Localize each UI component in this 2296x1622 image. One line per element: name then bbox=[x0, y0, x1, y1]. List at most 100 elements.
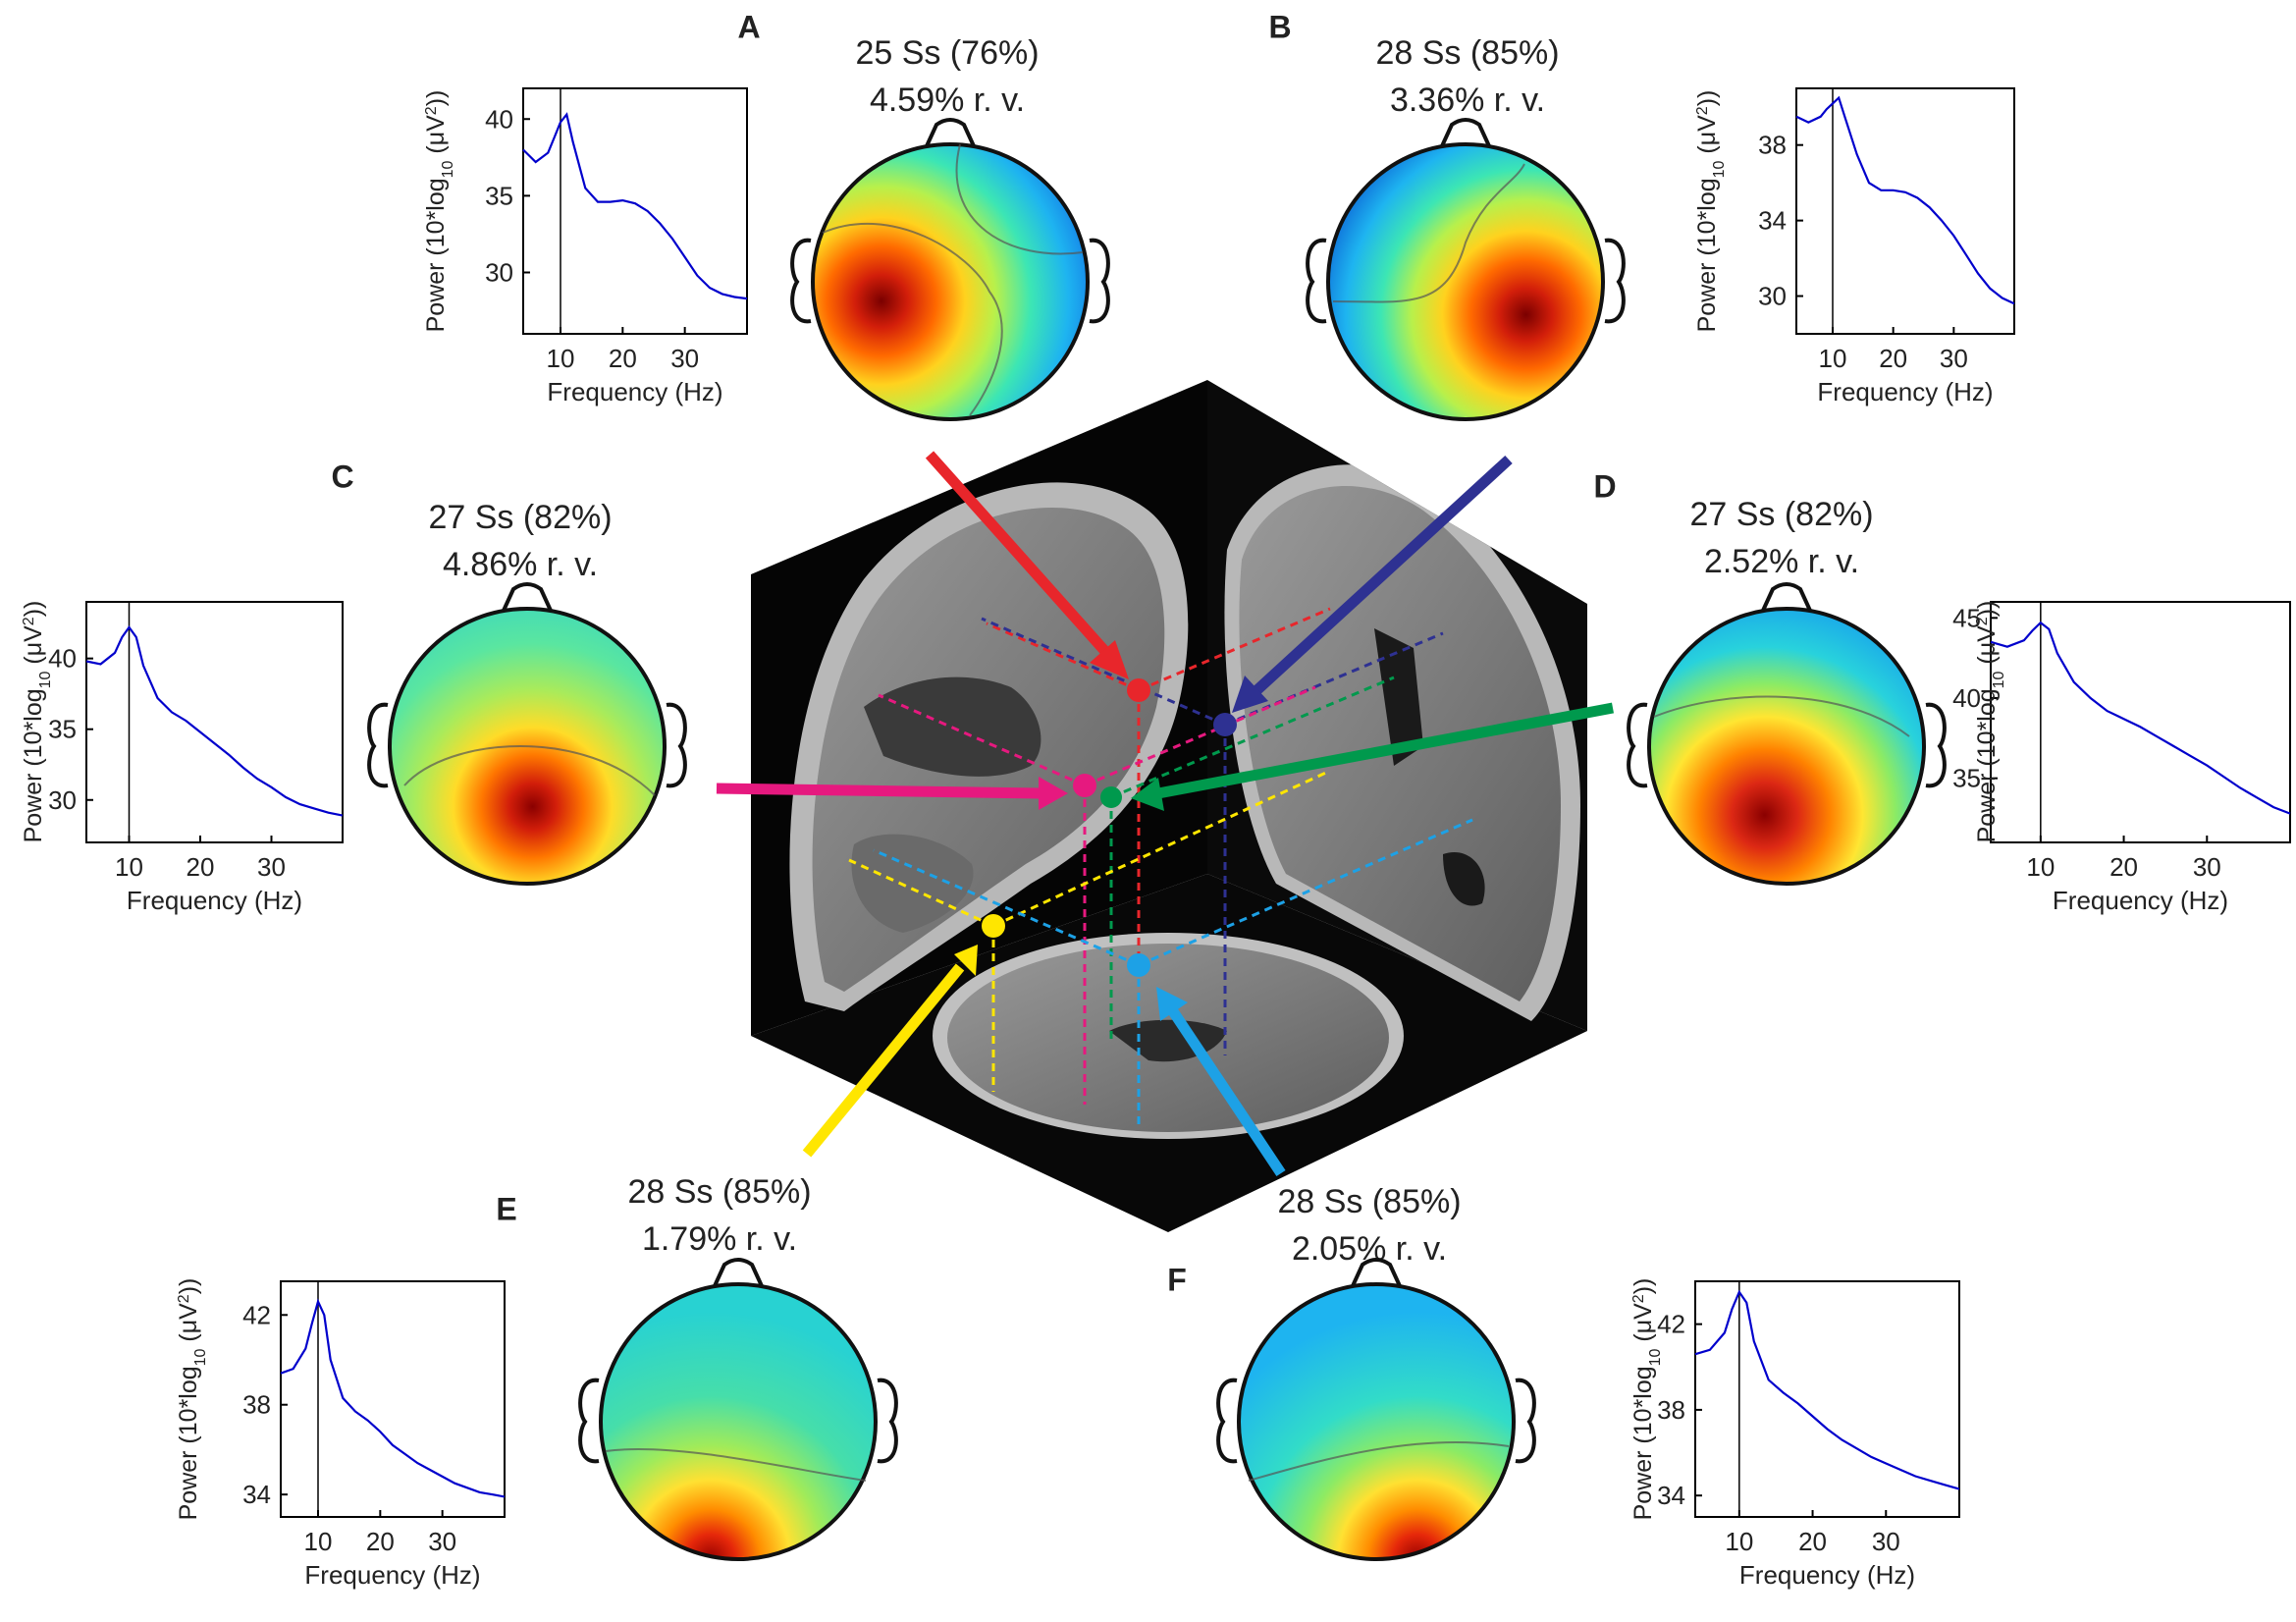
arrow-d bbox=[1131, 702, 1615, 811]
plot-frame bbox=[522, 87, 748, 335]
source-dot-b bbox=[1213, 713, 1237, 736]
y-axis-label-part: (μV bbox=[422, 115, 450, 161]
y-tick-label: 38 bbox=[1657, 1395, 1685, 1425]
arrow-a bbox=[925, 451, 1129, 679]
contour-line bbox=[1653, 695, 1910, 737]
y-tick-label: 45 bbox=[1952, 603, 1981, 632]
y-axis-label-part: 2 bbox=[1630, 1294, 1647, 1303]
head-map bbox=[811, 142, 1090, 421]
component-residual-variance: 4.86% r. v. bbox=[443, 546, 598, 583]
y-tick-label: 40 bbox=[48, 644, 77, 674]
source-dots bbox=[982, 678, 1237, 977]
x-tick-label: 20 bbox=[1879, 344, 1907, 373]
y-tick-label: 30 bbox=[48, 785, 77, 815]
x-tick-label: 10 bbox=[547, 344, 575, 373]
y-tick-label: 35 bbox=[48, 715, 77, 744]
scalp-topomap bbox=[367, 582, 687, 886]
arrow-e bbox=[802, 945, 978, 1158]
left-ear-outline bbox=[790, 238, 812, 324]
head-map bbox=[1237, 1282, 1516, 1561]
left-ear-outline bbox=[1627, 702, 1648, 788]
panel-letter: B bbox=[1268, 9, 1291, 44]
y-axis-label-part: )) bbox=[175, 1278, 202, 1295]
y-axis-label-part: 10 bbox=[1711, 160, 1728, 178]
x-tick-label: 30 bbox=[2193, 852, 2221, 882]
x-tick-label: 10 bbox=[1725, 1527, 1753, 1556]
y-axis-label-part: (μV bbox=[1693, 115, 1721, 161]
right-ear-outline bbox=[877, 1378, 898, 1464]
x-tick-label: 20 bbox=[2109, 852, 2138, 882]
y-axis-label-part: Power (10*log bbox=[1629, 1366, 1657, 1520]
right-ear-outline bbox=[1515, 1378, 1536, 1464]
x-axis-label: Frequency (Hz) bbox=[1739, 1560, 1915, 1590]
y-tick-label: 42 bbox=[242, 1300, 271, 1329]
y-axis-label-part: 2 bbox=[1974, 617, 1991, 625]
panel-a: A 25 Ss (76%) 4.59% r. v. 10 20 30 40 35 30 Frequ… bbox=[422, 9, 1110, 421]
scalp-topomap bbox=[790, 118, 1110, 421]
scalp-topomap bbox=[1216, 1258, 1536, 1561]
y-axis-label-part: )) bbox=[422, 90, 450, 107]
y-tick-label: 42 bbox=[1657, 1310, 1685, 1339]
spectrum-trace bbox=[280, 1298, 506, 1498]
x-tick-label: 20 bbox=[1798, 1527, 1827, 1556]
x-tick-label: 30 bbox=[428, 1527, 456, 1556]
y-tick-label: 38 bbox=[242, 1390, 271, 1420]
y-axis-label-part: 10 bbox=[192, 1348, 209, 1366]
panel-letter: A bbox=[737, 9, 760, 44]
spectrum-trace bbox=[85, 625, 344, 817]
panel-letter: F bbox=[1167, 1262, 1187, 1297]
right-ear-outline bbox=[666, 702, 687, 788]
x-tick-label: 10 bbox=[1819, 344, 1847, 373]
contour-line bbox=[403, 745, 656, 796]
y-axis-label-part: Power (10*log bbox=[1973, 688, 2001, 842]
x-tick-label: 10 bbox=[304, 1527, 333, 1556]
plot-frame bbox=[1795, 87, 2015, 335]
source-arrows bbox=[716, 451, 1615, 1177]
x-tick-label: 20 bbox=[609, 344, 637, 373]
y-axis-label-part: )) bbox=[1693, 90, 1721, 107]
source-dot-d bbox=[1100, 786, 1122, 808]
plot-frame bbox=[1990, 601, 2291, 843]
y-axis-label-part: (μV bbox=[175, 1303, 202, 1349]
left-ear-outline bbox=[578, 1378, 600, 1464]
y-tick-label: 40 bbox=[485, 104, 513, 134]
y-axis-label-part: 10 bbox=[37, 671, 54, 688]
component-subjects: 25 Ss (76%) bbox=[855, 34, 1039, 72]
contour-line bbox=[1248, 1440, 1510, 1482]
x-axis-label: Frequency (Hz) bbox=[127, 886, 302, 915]
right-ear-outline bbox=[1925, 702, 1947, 788]
panel-letter: E bbox=[496, 1191, 516, 1226]
scalp-topomap bbox=[578, 1258, 898, 1561]
right-ear-outline bbox=[1604, 238, 1626, 324]
nose-outline bbox=[1760, 582, 1813, 614]
left-ear-outline bbox=[1306, 238, 1327, 324]
y-axis-label-part: (μV bbox=[1629, 1303, 1657, 1349]
left-ear-outline bbox=[1216, 1378, 1238, 1464]
x-tick-label: 30 bbox=[257, 852, 286, 882]
y-axis-label-part: 2 bbox=[21, 617, 37, 625]
y-axis-label-part: Power (10*log bbox=[20, 688, 47, 842]
arrow-b bbox=[1232, 455, 1513, 713]
component-subjects: 27 Ss (82%) bbox=[1689, 496, 1873, 533]
component-residual-variance: 4.59% r. v. bbox=[870, 81, 1025, 119]
component-residual-variance: 1.79% r. v. bbox=[642, 1220, 797, 1258]
y-tick-label: 38 bbox=[1758, 131, 1787, 160]
spectrum-trace bbox=[1990, 621, 2291, 815]
plot-frame bbox=[1694, 1280, 1960, 1518]
component-residual-variance: 2.52% r. v. bbox=[1704, 543, 1859, 580]
x-tick-label: 10 bbox=[2026, 852, 2055, 882]
x-axis-label: Frequency (Hz) bbox=[1817, 377, 1993, 406]
x-tick-label: 20 bbox=[187, 852, 215, 882]
y-axis-label-part: 2 bbox=[423, 106, 440, 115]
y-axis-label-part: (μV bbox=[1973, 625, 2001, 672]
y-tick-label: 35 bbox=[1952, 764, 1981, 793]
contour-line bbox=[605, 1448, 867, 1482]
head-map bbox=[1326, 142, 1605, 421]
source-dot-f bbox=[1127, 953, 1150, 977]
panel-letter: C bbox=[331, 459, 353, 494]
nose-outline bbox=[501, 582, 554, 614]
